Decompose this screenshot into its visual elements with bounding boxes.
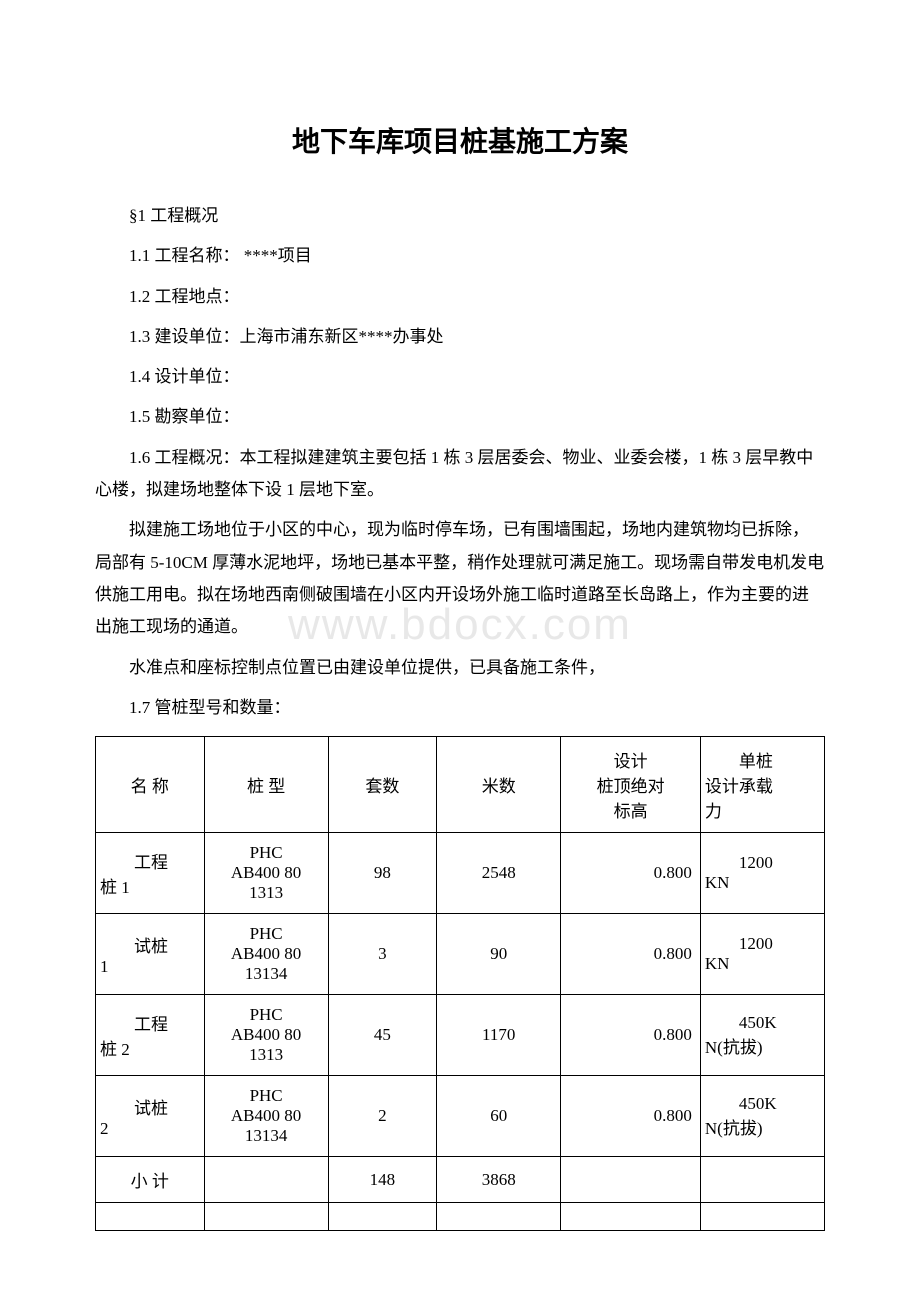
site-description: 拟建施工场地位于小区的中心，现为临时停车场，已有围墙围起，场地内建筑物均已拆除，… (95, 514, 825, 643)
cell-capacity: 450K N(抗拔) (700, 1076, 824, 1157)
cell-name: 试桩 2 (96, 1076, 205, 1157)
header-meters: 米数 (437, 737, 561, 833)
pile-data-table: 名 称 桩 型 套数 米数 设计 桩顶绝对 标高 单桩 设计承载 力 工程 桩 … (95, 736, 825, 1231)
control-points: 水准点和座标控制点位置已由建设单位提供，已具备施工条件， (95, 652, 825, 684)
cell-name: 工程 桩 1 (96, 833, 205, 914)
table-row-empty (96, 1203, 825, 1231)
project-location: 1.2 工程地点： (95, 281, 825, 313)
cell-elevation: 0.800 (561, 914, 701, 995)
cell-empty (204, 1203, 328, 1231)
table-header-row: 名 称 桩 型 套数 米数 设计 桩顶绝对 标高 单桩 设计承载 力 (96, 737, 825, 833)
cell-capacity: 1200 KN (700, 833, 824, 914)
cell-empty (561, 1203, 701, 1231)
pile-model-heading: 1.7 管桩型号和数量： (95, 692, 825, 724)
cell-meters: 2548 (437, 833, 561, 914)
cell-type (204, 1157, 328, 1203)
header-type: 桩 型 (204, 737, 328, 833)
cell-name: 试桩 1 (96, 914, 205, 995)
cell-elevation: 0.800 (561, 833, 701, 914)
project-overview: 1.6 工程概况：本工程拟建建筑主要包括 1 栋 3 层居委会、物业、业委会楼，… (95, 442, 825, 507)
cell-empty (437, 1203, 561, 1231)
cell-elevation: 0.800 (561, 1076, 701, 1157)
cell-meters: 60 (437, 1076, 561, 1157)
cell-elevation (561, 1157, 701, 1203)
table-row: 工程 桩 2 PHC AB400 80 1313 45 1170 0.800 4… (96, 995, 825, 1076)
header-sets: 套数 (328, 737, 437, 833)
table-row-subtotal: 小 计 148 3868 (96, 1157, 825, 1203)
cell-sets: 2 (328, 1076, 437, 1157)
cell-type: PHC AB400 80 13134 (204, 1076, 328, 1157)
cell-empty (96, 1203, 205, 1231)
cell-meters: 3868 (437, 1157, 561, 1203)
cell-empty (328, 1203, 437, 1231)
design-unit: 1.4 设计单位： (95, 361, 825, 393)
construction-unit: 1.3 建设单位：上海市浦东新区****办事处 (95, 321, 825, 353)
project-name: 1.1 工程名称： ****项目 (95, 240, 825, 272)
cell-type: PHC AB400 80 1313 (204, 995, 328, 1076)
table-row: 试桩 2 PHC AB400 80 13134 2 60 0.800 450K … (96, 1076, 825, 1157)
cell-empty (700, 1203, 824, 1231)
cell-capacity (700, 1157, 824, 1203)
header-name: 名 称 (96, 737, 205, 833)
cell-sets: 148 (328, 1157, 437, 1203)
cell-elevation: 0.800 (561, 995, 701, 1076)
table-row: 试桩 1 PHC AB400 80 13134 3 90 0.800 1200 … (96, 914, 825, 995)
cell-type: PHC AB400 80 1313 (204, 833, 328, 914)
cell-sets: 3 (328, 914, 437, 995)
section-heading: §1 工程概况 (95, 200, 825, 232)
cell-sets: 45 (328, 995, 437, 1076)
header-elevation: 设计 桩顶绝对 标高 (561, 737, 701, 833)
cell-name: 小 计 (96, 1157, 205, 1203)
cell-capacity: 450K N(抗拔) (700, 995, 824, 1076)
table-row: 工程 桩 1 PHC AB400 80 1313 98 2548 0.800 1… (96, 833, 825, 914)
cell-type: PHC AB400 80 13134 (204, 914, 328, 995)
cell-capacity: 1200 KN (700, 914, 824, 995)
cell-meters: 1170 (437, 995, 561, 1076)
cell-name: 工程 桩 2 (96, 995, 205, 1076)
header-capacity: 单桩 设计承载 力 (700, 737, 824, 833)
page-title: 地下车库项目桩基施工方案 (95, 120, 825, 160)
cell-sets: 98 (328, 833, 437, 914)
survey-unit: 1.5 勘察单位： (95, 401, 825, 433)
cell-meters: 90 (437, 914, 561, 995)
